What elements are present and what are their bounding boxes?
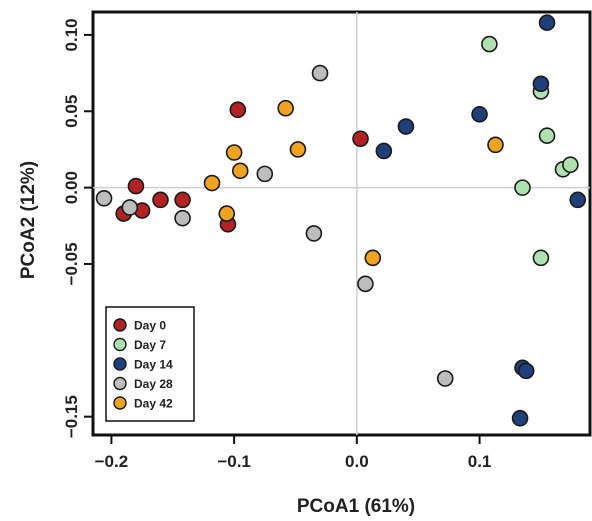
- legend-marker-day-7: [113, 337, 127, 352]
- point-day-14: [569, 191, 587, 209]
- x-tick-label: −0.1: [217, 452, 251, 471]
- point-day-42: [364, 249, 382, 267]
- point-day-42: [218, 205, 236, 222]
- point-day-42: [277, 99, 294, 117]
- x-axis-label: PCoA1 (61%): [297, 496, 415, 517]
- y-tick-label: 0.00: [62, 171, 81, 204]
- point-day-0: [127, 177, 145, 195]
- legend-marker-day-28: [113, 376, 127, 391]
- point-day-42: [203, 174, 221, 192]
- point-day-7: [562, 156, 579, 174]
- point-day-14: [397, 118, 415, 135]
- point-day-0: [174, 191, 191, 209]
- point-day-28: [305, 225, 323, 242]
- point-day-14: [471, 106, 488, 123]
- point-day-7: [538, 127, 556, 144]
- point-day-28: [95, 190, 113, 207]
- legend-label-day-14: Day 14: [134, 358, 173, 372]
- point-day-28: [121, 199, 139, 216]
- legend: Day 0 Day 7 Day 14 Day 28 Day 42: [105, 306, 195, 422]
- point-day-14: [517, 362, 535, 380]
- point-day-42: [487, 136, 504, 154]
- point-day-0: [229, 101, 247, 119]
- y-axis: 0.10 0.05 0.00 −0.05 −0.15: [62, 18, 93, 438]
- point-day-28: [436, 370, 454, 387]
- x-tick-label: 0.0: [345, 452, 369, 471]
- point-day-0: [352, 130, 369, 148]
- point-day-0: [152, 191, 169, 209]
- point-day-28: [174, 209, 191, 227]
- point-day-14: [375, 142, 393, 160]
- point-day-14: [538, 14, 556, 31]
- legend-label-day-42: Day 42: [134, 397, 173, 411]
- y-tick-label: 0.10: [62, 18, 81, 51]
- x-axis: −0.2 −0.1 0.0 0.1: [95, 435, 492, 471]
- point-day-28: [311, 64, 329, 82]
- y-tick-label: −0.15: [62, 395, 81, 438]
- points-layer: [95, 14, 587, 427]
- legend-marker-day-42: [113, 396, 127, 410]
- legend-marker-day-0: [113, 318, 127, 332]
- y-tick-label: 0.05: [62, 95, 81, 128]
- point-day-42: [225, 144, 243, 161]
- point-day-14: [511, 409, 529, 427]
- x-tick-label: −0.2: [95, 452, 129, 471]
- point-day-42: [289, 141, 307, 158]
- point-day-7: [532, 249, 550, 267]
- y-tick-label: −0.05: [62, 242, 81, 285]
- y-axis-label: PCoA2 (12%): [18, 161, 39, 279]
- point-day-28: [256, 165, 274, 183]
- point-day-7: [481, 35, 498, 53]
- legend-marker-day-14: [113, 357, 127, 371]
- point-day-14: [532, 75, 550, 93]
- point-day-7: [514, 179, 531, 196]
- legend-items: Day 0 Day 7 Day 14 Day 28 Day 42: [113, 318, 173, 411]
- point-day-42: [231, 162, 249, 180]
- legend-label-day-7: Day 7: [134, 338, 166, 352]
- legend-label-day-28: Day 28: [134, 377, 173, 391]
- legend-label-day-0: Day 0: [134, 319, 166, 333]
- point-day-28: [357, 275, 374, 293]
- x-tick-label: 0.1: [468, 452, 492, 471]
